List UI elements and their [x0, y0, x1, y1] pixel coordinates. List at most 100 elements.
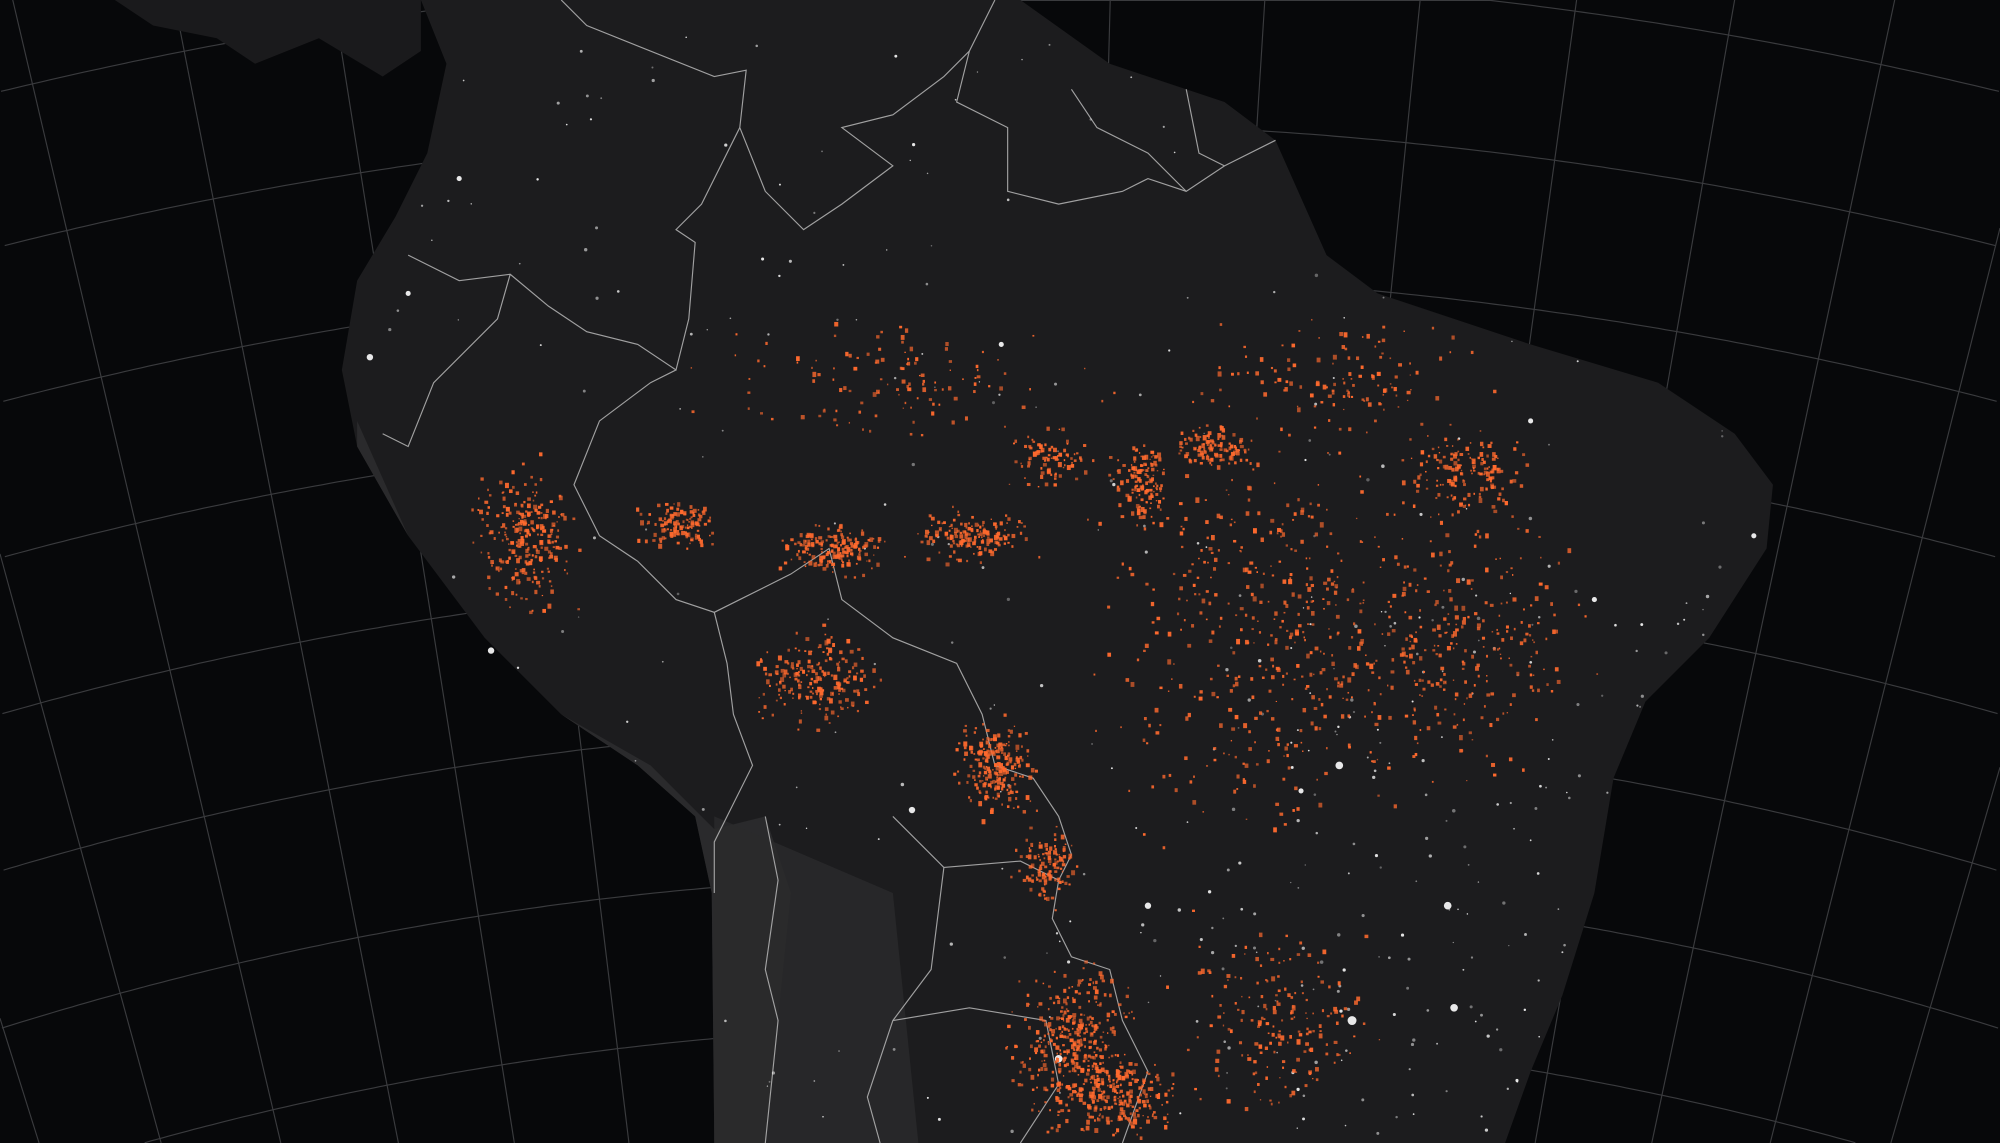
fire-detection: [1093, 1119, 1096, 1122]
fire-detection: [1326, 1014, 1330, 1018]
fire-detection: [1410, 389, 1412, 391]
fire-detection: [964, 416, 968, 421]
fire-detection: [1146, 1071, 1149, 1074]
fire-detection: [1204, 499, 1207, 501]
fire-detection: [1320, 702, 1324, 707]
fire-detection: [999, 386, 1003, 391]
fire-detection: [703, 522, 708, 526]
fire-detection: [1043, 459, 1046, 462]
city-light: [981, 566, 985, 570]
fire-detection: [1267, 643, 1270, 646]
fire-detection: [1459, 748, 1463, 753]
fire-detection: [1099, 1002, 1102, 1005]
fire-detection: [993, 522, 997, 526]
fire-detection: [1454, 698, 1457, 701]
fire-detection: [1076, 452, 1079, 455]
fire-detection: [1229, 689, 1233, 693]
fire-detection: [670, 521, 672, 524]
fire-detection: [943, 521, 946, 525]
fire-detection: [526, 577, 531, 581]
fire-detection: [699, 539, 703, 544]
fire-detection: [1136, 524, 1139, 527]
fire-detection: [1448, 550, 1451, 554]
fire-detection: [1543, 668, 1545, 671]
fire-detection: [800, 710, 803, 712]
fire-detection: [1057, 1067, 1062, 1073]
fire-detection: [1228, 446, 1232, 451]
fire-detection: [1150, 1086, 1154, 1092]
fire-detection: [1305, 583, 1309, 587]
fire-detection: [799, 666, 803, 671]
fire-detection: [969, 799, 972, 803]
fire-detection: [1123, 1012, 1125, 1015]
city-light: [1721, 435, 1724, 438]
fire-detection: [1068, 1033, 1072, 1036]
fire-detection: [1017, 1082, 1021, 1087]
city-light: [1601, 694, 1604, 697]
fire-detection: [1413, 679, 1416, 682]
fire-detection: [1187, 436, 1191, 440]
fire-detection: [735, 333, 738, 336]
fire-detection: [1044, 1101, 1047, 1104]
fire-detection: [1454, 692, 1459, 697]
fire-detection: [1414, 735, 1418, 741]
fire-detection: [505, 537, 509, 541]
fire-detection: [1020, 745, 1023, 748]
fire-detection: [1299, 385, 1303, 389]
fire-detection: [1234, 976, 1237, 979]
fire-detection: [1084, 367, 1086, 370]
fire-detection: [1412, 755, 1416, 758]
fire-detection: [1371, 671, 1375, 674]
fire-detection: [1365, 654, 1367, 657]
fire-detection: [1310, 583, 1315, 588]
fire-detection: [798, 719, 802, 724]
fire-detection: [1322, 598, 1325, 601]
fire-detection: [561, 513, 565, 517]
fire-detection: [1154, 455, 1158, 459]
fire-detection: [1085, 1024, 1087, 1026]
fire-detection: [836, 541, 839, 545]
fire-detection: [487, 552, 490, 555]
fire-detection: [1217, 1015, 1222, 1019]
fire-detection: [1267, 1032, 1270, 1035]
fire-detection: [535, 548, 538, 552]
fire-detection: [837, 665, 840, 669]
fire-detection: [1505, 625, 1509, 629]
city-light: [1290, 741, 1293, 744]
fire-detection: [670, 514, 675, 519]
fire-detection: [1077, 1046, 1080, 1049]
fire-detection: [1113, 1096, 1115, 1099]
fire-detection: [1279, 1077, 1281, 1079]
city-light: [978, 381, 981, 383]
fire-detection: [1436, 712, 1440, 717]
city-light: [1196, 541, 1200, 545]
fire-detection: [1068, 883, 1071, 886]
fire-detection: [696, 529, 700, 532]
city-light: [1257, 658, 1262, 663]
city-light: [1445, 819, 1448, 822]
fire-detection: [1061, 1025, 1065, 1029]
fire-detection: [1270, 957, 1275, 962]
fire-detection: [807, 542, 811, 547]
fire-detection: [1420, 450, 1425, 455]
fire-detection: [1286, 743, 1289, 746]
fire-detection: [896, 388, 899, 392]
fire-detection: [976, 546, 979, 548]
city-light: [1054, 382, 1058, 386]
fire-detection: [1047, 1025, 1051, 1029]
fire-detection: [906, 384, 909, 389]
fire-detection: [1117, 469, 1121, 474]
fire-detection: [1087, 1112, 1090, 1116]
city-light: [1639, 705, 1642, 708]
fire-detection: [1443, 672, 1446, 676]
fire-detection: [1178, 452, 1181, 455]
fire-detection: [1246, 585, 1250, 589]
city-light: [1199, 937, 1203, 942]
fire-detection: [1535, 650, 1538, 655]
fire-detection: [1512, 574, 1514, 576]
fire-detection: [969, 764, 973, 768]
fire-detection: [663, 521, 668, 526]
fire-detection: [912, 420, 915, 424]
city-light: [1334, 730, 1337, 733]
city-light: [616, 290, 620, 293]
